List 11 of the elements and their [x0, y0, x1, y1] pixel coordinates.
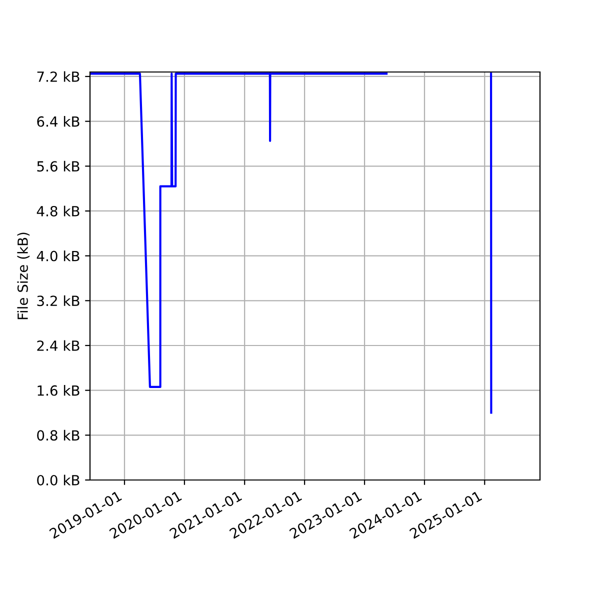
y-tick-label: 4.0 kB	[36, 250, 80, 262]
y-tick-label: 2.4 kB	[37, 340, 80, 351]
y-tick-label: 0.0 kB	[37, 474, 80, 486]
y-axis-title: File Size (kB)	[17, 232, 30, 320]
y-tick-label: 4.8 kB	[36, 206, 80, 216]
y-tick-label: 3.2 kB	[37, 295, 80, 306]
y-tick-label: 7.2 kB	[37, 71, 80, 82]
y-tick-label: 6.4 kB	[37, 116, 80, 127]
y-tick-label: 5.6 kB	[37, 160, 80, 172]
y-tick-label: 0.8 kB	[37, 430, 80, 441]
y-tick-label: 1.6 kB	[38, 385, 80, 396]
